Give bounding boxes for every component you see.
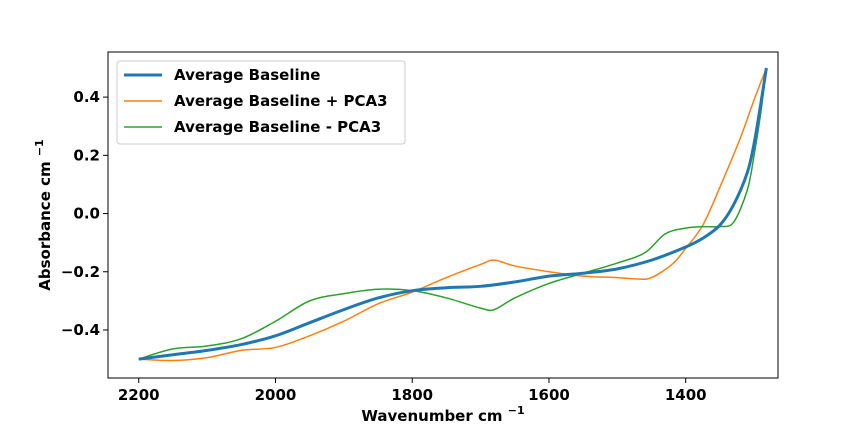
y-tick-label: −0.2: [61, 263, 100, 281]
legend-label-baseline-plus-pca3: Average Baseline + PCA3: [174, 92, 388, 110]
legend-label-baseline-minus-pca3: Average Baseline - PCA3: [174, 118, 381, 136]
series-layer: [138, 67, 768, 362]
series-baseline-plus-pca3: [138, 67, 768, 362]
legend-label-average-baseline: Average Baseline: [174, 66, 320, 84]
y-axis-ticks: −0.4 −0.2 0.0 0.2 0.4: [61, 88, 108, 339]
x-tick-label: 1800: [391, 386, 433, 404]
y-tick-label: −0.4: [61, 321, 100, 339]
x-tick-label: 1600: [528, 386, 570, 404]
series-baseline-minus-pca3: [138, 67, 768, 360]
x-axis-label: Wavenumber cm −1: [361, 404, 524, 425]
x-axis-ticks: 2200 2000 1800 1600 1400: [118, 378, 707, 404]
y-tick-label: 0.0: [73, 205, 100, 223]
y-axis-label: Absorbance cm −1: [33, 139, 54, 290]
y-tick-label: 0.2: [73, 146, 100, 164]
series-average-baseline: [138, 67, 768, 361]
plot-frame: [107, 51, 779, 379]
x-tick-label: 2200: [118, 386, 160, 404]
legend: Average Baseline Average Baseline + PCA3…: [116, 60, 406, 145]
x-tick-label: 1400: [665, 386, 707, 404]
y-tick-label: 0.4: [73, 88, 100, 106]
y-axis-label-superscript: −1: [33, 139, 46, 156]
x-axis-label-text: Wavenumber cm: [361, 407, 502, 425]
x-tick-label: 2000: [255, 386, 297, 404]
legend-box: [116, 60, 406, 145]
x-axis-label-superscript: −1: [508, 404, 525, 417]
y-axis-label-text: Absorbance cm: [36, 161, 54, 290]
